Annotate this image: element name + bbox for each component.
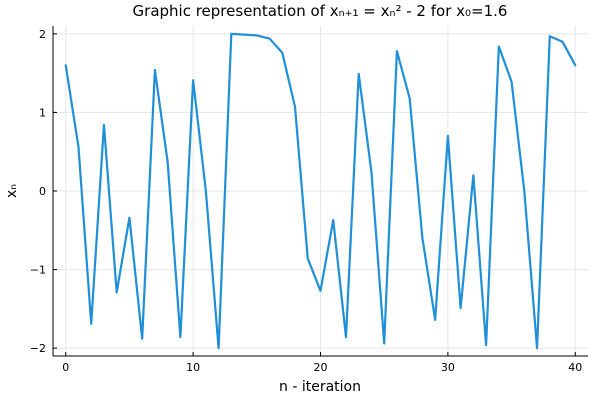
data-point — [434, 319, 436, 321]
data-point — [549, 35, 551, 37]
data-point — [459, 307, 461, 309]
data-point — [307, 257, 309, 259]
data-point — [179, 336, 181, 338]
x-tick-label: 30 — [441, 361, 455, 374]
data-point — [281, 52, 283, 54]
data-point — [370, 171, 372, 173]
data-point — [115, 291, 117, 293]
data-point — [485, 344, 487, 346]
data-point — [383, 342, 385, 344]
y-axis-label: xₙ — [4, 184, 20, 198]
data-point — [268, 37, 270, 39]
chart-title: Graphic representation of xₙ₊₁ = xₙ² - 2… — [133, 2, 508, 20]
data-point — [128, 217, 130, 219]
data-point — [103, 124, 105, 126]
data-point — [154, 69, 156, 71]
data-point — [243, 33, 245, 35]
data-point — [536, 347, 538, 349]
data-point — [523, 190, 525, 192]
data-point — [498, 45, 500, 47]
data-point — [332, 219, 334, 221]
data-point — [561, 41, 563, 43]
x-tick-label: 40 — [568, 361, 582, 374]
data-point — [510, 81, 512, 83]
x-tick-label: 0 — [62, 361, 69, 374]
data-point — [90, 323, 92, 325]
data-point — [319, 290, 321, 292]
data-point — [345, 336, 347, 338]
data-point — [447, 135, 449, 137]
y-tick-label: −1 — [30, 264, 46, 277]
data-point — [141, 338, 143, 340]
x-axis-label: n - iteration — [279, 379, 361, 395]
data-point — [192, 79, 194, 81]
grid — [53, 26, 588, 356]
data-point — [166, 161, 168, 163]
y-tick-label: 1 — [39, 106, 46, 119]
data-point — [358, 73, 360, 75]
x-tick-label: 20 — [314, 361, 328, 374]
y-tick-label: −2 — [30, 342, 46, 355]
data-point — [77, 146, 79, 148]
axis-ticks: 0 10 20 30 40 −2 −1 0 1 2 — [30, 26, 588, 374]
data-point — [472, 174, 474, 176]
data-point — [256, 34, 258, 36]
data-point — [65, 64, 67, 66]
data-point — [217, 347, 219, 349]
series-layer — [64, 32, 577, 350]
series-line-0 — [64, 32, 577, 350]
data-point — [396, 50, 398, 52]
y-tick-label: 2 — [39, 28, 46, 41]
data-point — [205, 190, 207, 192]
data-point — [294, 106, 296, 108]
data-point — [230, 33, 232, 35]
x-tick-label: 10 — [186, 361, 200, 374]
y-tick-label: 0 — [39, 185, 46, 198]
data-point — [574, 64, 576, 66]
data-point — [408, 97, 410, 99]
data-point — [421, 237, 423, 239]
